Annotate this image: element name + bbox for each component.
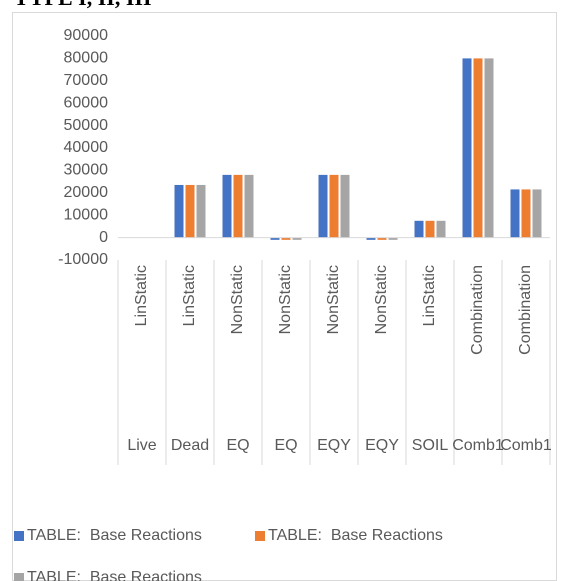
y-tick-label: 90000 — [64, 27, 109, 44]
x-tick-label: Live — [127, 437, 156, 454]
y-tick-label: 40000 — [64, 139, 109, 156]
category-type-label: NonStatic — [325, 265, 342, 334]
bar — [174, 184, 184, 238]
legend-label: TABLE: Base Reactions — [27, 527, 202, 544]
heading: TYPE I, II, III — [14, 0, 152, 10]
x-tick-label: Comb1 — [452, 437, 504, 454]
legend-swatch — [255, 531, 265, 541]
bar — [532, 189, 542, 238]
x-tick-label: EQY — [317, 437, 351, 454]
x-tick-label: EQ — [274, 437, 297, 454]
y-tick-label: 0 — [99, 229, 108, 246]
bar — [425, 220, 435, 238]
y-tick-label: 10000 — [64, 206, 109, 223]
category-type-label: LinStatic — [181, 265, 198, 326]
legend-label: TABLE: Base Reactions — [27, 569, 202, 581]
category-type-label: Combination — [469, 265, 486, 355]
bar — [340, 174, 350, 238]
x-tick-label: Comb1 — [500, 437, 552, 454]
bar — [484, 58, 494, 238]
y-tick-label: -10000 — [58, 251, 108, 268]
bar — [185, 184, 195, 238]
y-tick-label: 30000 — [64, 162, 109, 179]
bar — [414, 220, 424, 238]
category-type-label: NonStatic — [277, 265, 294, 334]
bar — [366, 237, 376, 240]
bar — [244, 174, 254, 238]
bar — [329, 174, 339, 238]
bar — [281, 237, 291, 240]
legend-label: TABLE: Base Reactions — [268, 527, 443, 544]
category-type-label: LinStatic — [133, 265, 150, 326]
bar — [222, 174, 232, 238]
y-tick-label: 50000 — [64, 117, 109, 134]
bar — [318, 174, 328, 238]
y-tick-label: 20000 — [64, 184, 109, 201]
bar — [292, 237, 302, 240]
legend-swatch — [14, 573, 24, 581]
x-tick-label: SOIL — [412, 437, 449, 454]
bar — [521, 189, 531, 238]
y-tick-label: 80000 — [64, 50, 109, 67]
category-type-label: Combination — [517, 265, 534, 355]
x-tick-label: EQY — [365, 437, 399, 454]
y-tick-label: 60000 — [64, 94, 109, 111]
category-type-label: NonStatic — [373, 265, 390, 334]
x-tick-label: Dead — [171, 437, 209, 454]
bar — [510, 189, 520, 238]
legend-swatch — [14, 531, 24, 541]
bar — [233, 174, 243, 238]
bar — [196, 184, 206, 238]
bar — [436, 220, 446, 238]
category-type-label: LinStatic — [421, 265, 438, 326]
bar — [462, 58, 472, 238]
bar — [473, 58, 483, 238]
category-type-label: NonStatic — [229, 265, 246, 334]
y-tick-label: 70000 — [64, 72, 109, 89]
bar — [377, 237, 387, 240]
bar — [388, 237, 398, 240]
x-tick-label: EQ — [226, 437, 249, 454]
bar — [270, 237, 280, 240]
